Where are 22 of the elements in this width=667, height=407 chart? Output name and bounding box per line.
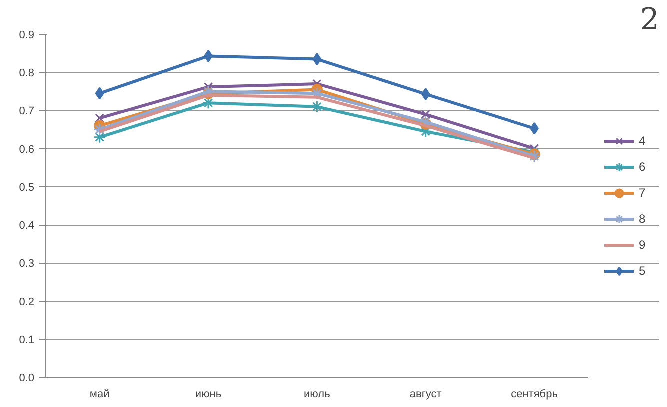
annotation: 2	[640, 2, 660, 38]
y-tick-label: 0.9	[19, 30, 35, 42]
legend-label: 6	[639, 160, 647, 174]
y-tick-label: 0.5	[19, 182, 35, 194]
legend-label: 7	[639, 186, 647, 200]
y-tick-label: 0.1	[19, 334, 35, 346]
y-tick-label: 0.3	[19, 258, 35, 270]
y-tick-label: 0.6	[19, 144, 35, 156]
y-tick-label: 0.7	[19, 106, 35, 118]
x-tick-label: май	[90, 388, 110, 400]
x-tick-label: июнь	[195, 388, 222, 400]
legend-label: 9	[639, 238, 647, 252]
x-tick-label: сентябрь	[511, 388, 558, 400]
legend-label: 5	[639, 264, 647, 278]
y-tick-label: 0.0	[19, 372, 35, 384]
y-tick-label: 0.8	[19, 68, 35, 80]
x-tick-label: июль	[304, 388, 331, 400]
y-tick-label: 0.4	[19, 220, 35, 232]
legend-label: 4	[639, 134, 647, 148]
y-tick-label: 0.2	[19, 296, 35, 308]
x-tick-label: август	[410, 388, 442, 400]
legend-label: 8	[639, 212, 647, 226]
